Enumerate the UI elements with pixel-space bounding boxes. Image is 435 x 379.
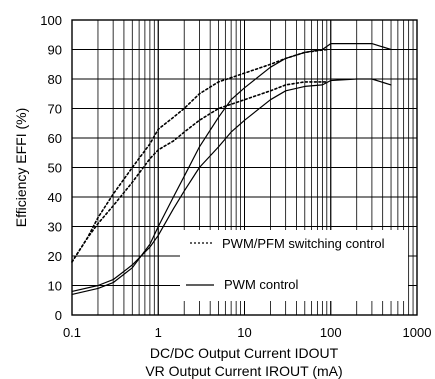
y-tick-label: 20 <box>48 249 62 264</box>
y-tick-label: 100 <box>40 13 62 28</box>
x-axis-label-line-2: VR Output Current IROUT (mA) <box>145 363 342 379</box>
plot-frame <box>71 19 418 316</box>
y-axis-label: Efficiency EFFI (%) <box>13 108 29 228</box>
x-tick-labels: 0.1 1 10 100 1000 <box>63 325 432 340</box>
y-tick-label: 70 <box>48 102 62 117</box>
x-tick-label: 10 <box>237 325 251 340</box>
y-tick-label: 60 <box>48 131 62 146</box>
y-tick-label: 40 <box>48 190 62 205</box>
y-tick-label: 80 <box>48 72 62 87</box>
y-tick-label: 30 <box>48 220 62 235</box>
legend-box: PWM/PFM switching control PWM control <box>180 230 408 301</box>
legend-label-pwm-pfm: PWM/PFM switching control <box>222 236 385 251</box>
y-tick-label: 50 <box>48 161 62 176</box>
series-line-solid-3 <box>71 78 392 292</box>
series-line-solid-4 <box>71 42 392 295</box>
x-tick-label: 100 <box>320 325 342 340</box>
y-tick-label: 10 <box>48 279 62 294</box>
y-tick-label: 90 <box>48 43 62 58</box>
x-tick-label: 0.1 <box>63 325 81 340</box>
legend-background <box>180 230 408 301</box>
y-tick-label: 0 <box>55 308 62 323</box>
x-tick-label: 1 <box>155 325 162 340</box>
series-line-dotted-1 <box>71 81 328 263</box>
x-axis-label-line-1: DC/DC Output Current IDOUT <box>150 345 339 361</box>
y-tick-labels: 0 10 20 30 40 50 60 70 80 90 100 <box>40 13 62 323</box>
x-tick-label: 1000 <box>403 325 432 340</box>
series-layer <box>71 42 392 295</box>
legend-label-pwm: PWM control <box>224 277 299 292</box>
series-line-dotted-2 <box>71 48 328 263</box>
